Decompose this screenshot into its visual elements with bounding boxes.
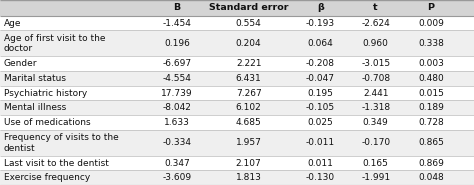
- Text: β: β: [317, 3, 324, 12]
- Text: -6.697: -6.697: [163, 59, 191, 68]
- Text: -1.318: -1.318: [361, 103, 390, 112]
- Text: -0.011: -0.011: [306, 138, 335, 147]
- Text: 0.003: 0.003: [418, 59, 444, 68]
- Bar: [0, 170, 474, 185]
- Text: 0.869: 0.869: [418, 159, 444, 168]
- Text: -8.042: -8.042: [163, 103, 191, 112]
- Text: 17.739: 17.739: [161, 89, 193, 97]
- Text: Mental illness: Mental illness: [4, 103, 66, 112]
- Text: Use of medications: Use of medications: [4, 118, 91, 127]
- Text: 4.685: 4.685: [236, 118, 262, 127]
- Bar: [0, 156, 474, 170]
- Text: -0.105: -0.105: [306, 103, 335, 112]
- Text: B: B: [173, 3, 181, 12]
- Text: -1.454: -1.454: [163, 19, 191, 28]
- Text: 0.865: 0.865: [418, 138, 444, 147]
- Text: 6.102: 6.102: [236, 103, 262, 112]
- Text: -0.047: -0.047: [306, 74, 335, 83]
- Text: 7.267: 7.267: [236, 89, 262, 97]
- Text: 0.009: 0.009: [418, 19, 444, 28]
- Text: Last visit to the dentist: Last visit to the dentist: [4, 159, 109, 168]
- Bar: [0, 0, 474, 16]
- Text: Marital status: Marital status: [4, 74, 66, 83]
- Text: -3.609: -3.609: [163, 173, 191, 182]
- Text: -2.624: -2.624: [361, 19, 390, 28]
- Text: 6.431: 6.431: [236, 74, 262, 83]
- Text: -0.208: -0.208: [306, 59, 335, 68]
- Text: 1.957: 1.957: [236, 138, 262, 147]
- Text: 0.960: 0.960: [363, 39, 389, 48]
- Text: Standard error: Standard error: [209, 3, 288, 12]
- Text: 0.349: 0.349: [363, 118, 389, 127]
- Text: 0.011: 0.011: [307, 159, 333, 168]
- Text: 0.728: 0.728: [418, 118, 444, 127]
- Text: -0.708: -0.708: [361, 74, 390, 83]
- Text: Exercise frequency: Exercise frequency: [4, 173, 90, 182]
- Text: 2.107: 2.107: [236, 159, 262, 168]
- Bar: [0, 16, 474, 31]
- Text: 0.048: 0.048: [418, 173, 444, 182]
- Text: 0.347: 0.347: [164, 159, 190, 168]
- Text: P: P: [428, 3, 435, 12]
- Bar: [0, 71, 474, 86]
- Text: 2.441: 2.441: [363, 89, 388, 97]
- Text: Frequency of visits to the
dentist: Frequency of visits to the dentist: [4, 133, 118, 153]
- Text: 0.338: 0.338: [418, 39, 444, 48]
- Text: 0.025: 0.025: [307, 118, 333, 127]
- Text: Age: Age: [4, 19, 21, 28]
- Text: 0.195: 0.195: [307, 89, 333, 97]
- Bar: [0, 56, 474, 71]
- Text: 0.554: 0.554: [236, 19, 262, 28]
- Text: -4.554: -4.554: [163, 74, 191, 83]
- Text: 0.165: 0.165: [363, 159, 389, 168]
- Bar: [0, 130, 474, 156]
- Text: -0.130: -0.130: [306, 173, 335, 182]
- Text: -0.334: -0.334: [163, 138, 191, 147]
- Text: Psychiatric history: Psychiatric history: [4, 89, 87, 97]
- Text: -1.991: -1.991: [361, 173, 390, 182]
- Bar: [0, 100, 474, 115]
- Text: t: t: [374, 3, 378, 12]
- Text: Age of first visit to the
doctor: Age of first visit to the doctor: [4, 34, 105, 53]
- Text: 0.196: 0.196: [164, 39, 190, 48]
- Text: 0.015: 0.015: [418, 89, 444, 97]
- Text: -0.170: -0.170: [361, 138, 390, 147]
- Bar: [0, 31, 474, 56]
- Text: 1.633: 1.633: [164, 118, 190, 127]
- Text: -0.193: -0.193: [306, 19, 335, 28]
- Text: 1.813: 1.813: [236, 173, 262, 182]
- Text: 0.480: 0.480: [418, 74, 444, 83]
- Text: 0.064: 0.064: [307, 39, 333, 48]
- Text: 0.189: 0.189: [418, 103, 444, 112]
- Bar: [0, 86, 474, 100]
- Text: -3.015: -3.015: [361, 59, 390, 68]
- Text: 0.204: 0.204: [236, 39, 262, 48]
- Text: 2.221: 2.221: [236, 59, 261, 68]
- Text: Gender: Gender: [4, 59, 37, 68]
- Bar: [0, 115, 474, 130]
